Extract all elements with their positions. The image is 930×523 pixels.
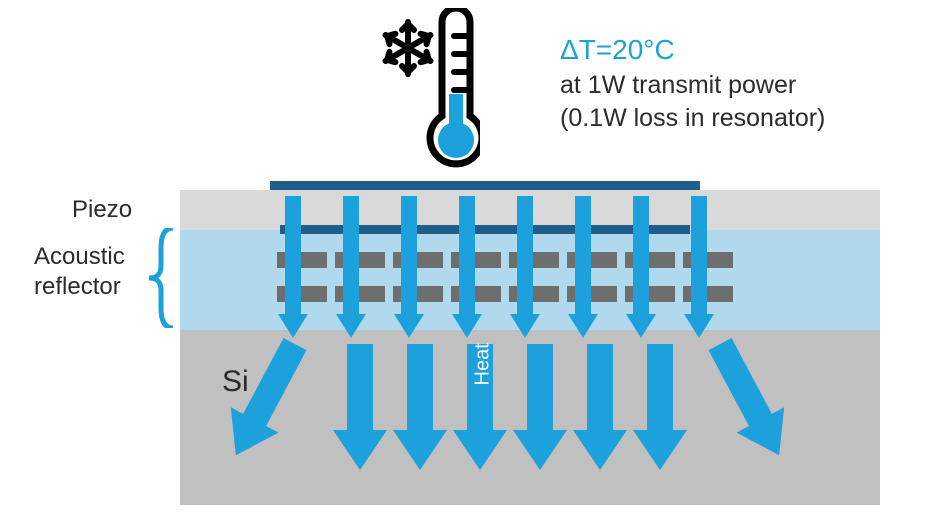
thermometer-icon <box>380 8 480 178</box>
heat-arrow-lower <box>633 344 687 470</box>
heat-arrow-upper <box>278 196 308 338</box>
heat-label-wrap: Heat <box>471 362 495 434</box>
heat-arrow-upper <box>336 196 366 338</box>
heat-arrow-lower <box>333 344 387 470</box>
acoustic-reflector-text: Acoustic reflector <box>34 242 144 302</box>
loss-line: (0.1W loss in resonator) <box>560 102 825 135</box>
heat-arrow-upper <box>626 196 656 338</box>
heat-arrow-upper <box>394 196 424 338</box>
si-label: Si <box>222 365 249 399</box>
heat-arrow-upper <box>510 196 540 338</box>
temperature-annotation: ΔT=20°C at 1W transmit power (0.1W loss … <box>560 32 825 135</box>
piezo-label: Piezo <box>72 195 132 225</box>
heat-arrow-lower <box>513 344 567 470</box>
acoustic-reflector-label: Acoustic reflector <box>34 242 144 302</box>
heat-label: Heat <box>472 362 495 386</box>
delta-t-value: ΔT=20°C <box>560 32 825 69</box>
power-line: at 1W transmit power <box>560 69 825 102</box>
brace-icon <box>147 228 177 328</box>
heat-arrow-lower <box>573 344 627 470</box>
top-electrode <box>270 181 700 190</box>
heat-arrow-upper <box>452 196 482 338</box>
heat-arrow-lower <box>393 344 447 470</box>
heat-arrow-upper <box>568 196 598 338</box>
heat-arrow-upper <box>684 196 714 338</box>
